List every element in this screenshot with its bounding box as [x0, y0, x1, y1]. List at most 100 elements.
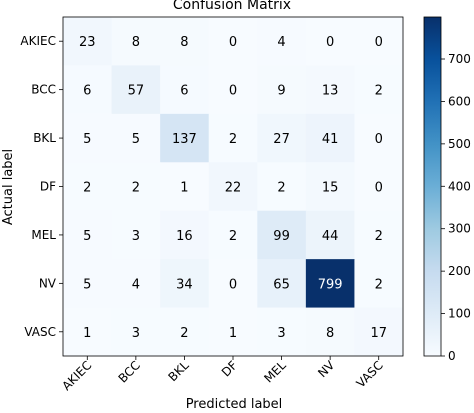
cell-value-label: 44: [322, 229, 339, 244]
cell-value-label: 2: [229, 132, 237, 147]
cell-value-label: 16: [176, 229, 193, 244]
cell-value-label: 41: [322, 132, 339, 147]
heatmap-cell: [354, 307, 404, 357]
heatmap-cell: [208, 259, 258, 309]
heatmap-cell: [257, 113, 307, 163]
y-tick-label: NV: [39, 276, 57, 290]
cell-value-label: 9: [277, 84, 285, 99]
cell-value-label: 17: [370, 326, 387, 341]
colorbar-tick-label: 700: [448, 52, 471, 66]
heatmap-cell: [63, 113, 113, 163]
heatmap-cell: [354, 65, 404, 115]
heatmap-cell: [111, 65, 161, 115]
cell-value-label: 4: [277, 35, 285, 50]
heatmap-cell: [63, 162, 113, 212]
x-tick-label: AKIEC: [59, 358, 94, 393]
heatmap-cell: [305, 210, 355, 260]
heatmap-cell: [111, 17, 161, 66]
y-axis-ticks: AKIEC BCC BKL DF MEL NV VASC: [20, 34, 63, 339]
heatmap-cell: [111, 113, 161, 163]
heatmap-cell: [160, 162, 210, 212]
y-tick-label: BKL: [33, 131, 56, 145]
cell-value-label: 799: [318, 277, 343, 292]
cell-value-label: 0: [229, 84, 237, 99]
heatmap-cell: [354, 113, 404, 163]
x-tick-label: MEL: [261, 358, 289, 386]
heatmap-cell: [305, 17, 355, 66]
heatmap-cell: [63, 65, 113, 115]
chart-title: Confusion Matrix: [173, 0, 291, 13]
cell-value-label: 2: [229, 229, 237, 244]
cell-value-label: 5: [132, 132, 140, 147]
colorbar-gradient: [423, 16, 442, 357]
cell-value-label: 2: [83, 181, 91, 196]
heatmap-cell: [63, 307, 113, 357]
cell-value-label: 0: [229, 35, 237, 50]
cell-value-label: 1: [180, 181, 188, 196]
x-tick-label: NV: [315, 358, 338, 381]
y-tick-label: VASC: [24, 325, 56, 339]
heatmap-cell: [63, 210, 113, 260]
cell-value-label: 8: [326, 326, 334, 341]
cell-value-label: 8: [180, 35, 188, 50]
heatmap-cell: [160, 307, 210, 357]
cell-value-label: 27: [273, 132, 290, 147]
y-tick-label: MEL: [31, 228, 56, 242]
cell-value-label: 5: [83, 132, 91, 147]
cell-value-label: 137: [172, 132, 197, 147]
y-tick-label: BCC: [31, 83, 56, 97]
x-axis-label: Predicted label: [186, 397, 283, 412]
colorbar: 0 100 200 300 400 500 600 700: [423, 16, 471, 363]
heatmap-cell: [354, 162, 404, 212]
x-tick-label: DF: [219, 358, 240, 379]
heatmap-cell: [160, 113, 210, 163]
heatmap-cell: [208, 17, 258, 66]
cell-value-label: 3: [277, 326, 285, 341]
x-tick-label: BCC: [116, 358, 143, 385]
cell-value-label: 6: [83, 84, 91, 99]
heatmap-cell: [208, 162, 258, 212]
y-tick-label: AKIEC: [20, 34, 56, 48]
colorbar-tick-label: 100: [448, 307, 471, 321]
heatmap-cell: [63, 17, 113, 66]
heatmap-cell: [63, 259, 113, 309]
cell-value-label: 2: [375, 229, 383, 244]
x-tick-label: BKL: [166, 358, 192, 384]
cell-value-label: 5: [83, 229, 91, 244]
heatmap-cell: [111, 307, 161, 357]
cell-value-label: 99: [273, 229, 290, 244]
heatmap-cell: [305, 259, 355, 309]
cell-value-label: 2: [132, 181, 140, 196]
cell-value-label: 0: [326, 35, 334, 50]
heatmap-cell: [257, 17, 307, 66]
heatmap-cell: [305, 113, 355, 163]
cell-value-label: 57: [128, 84, 145, 99]
cell-value-label: 4: [132, 277, 140, 292]
cell-value-label: 0: [375, 35, 383, 50]
heatmap-grid: 23 8 8 0 4 0 06 57 6 0 9 13 25 5 137 2 27 41 02 2 1 22 2 15 05 3 1…: [62, 16, 404, 357]
heatmap-cell: [111, 259, 161, 309]
heatmap-cell: [305, 307, 355, 357]
colorbar-tick-label: 200: [448, 264, 471, 278]
cell-value-label: 22: [225, 181, 242, 196]
heatmap-cell: [160, 65, 210, 115]
cell-value-label: 5: [83, 277, 91, 292]
heatmap-cell: [354, 210, 404, 260]
y-tick-label: DF: [40, 180, 56, 194]
cell-value-label: 0: [229, 277, 237, 292]
heatmap-cell: [257, 65, 307, 115]
heatmap-cell: [257, 307, 307, 357]
heatmap-cell: [111, 162, 161, 212]
cell-value-label: 8: [132, 35, 140, 50]
heatmap-cell: [305, 162, 355, 212]
x-tick-label: VASC: [354, 358, 386, 390]
heatmap-cell: [257, 162, 307, 212]
cell-value-label: 0: [375, 132, 383, 147]
cell-value-label: 1: [229, 326, 237, 341]
cell-value-label: 0: [375, 181, 383, 196]
cell-value-label: 2: [375, 277, 383, 292]
cell-value-label: 2: [277, 181, 285, 196]
heatmap-cell: [160, 259, 210, 309]
colorbar-tick-label: 0: [448, 349, 456, 363]
